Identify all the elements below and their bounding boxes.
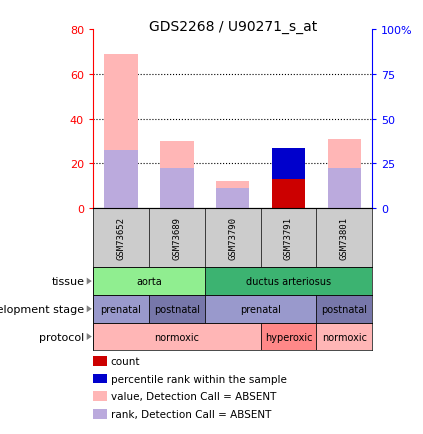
Bar <box>205 295 316 323</box>
Bar <box>93 323 261 351</box>
Text: GSM73689: GSM73689 <box>172 217 181 260</box>
Text: percentile rank within the sample: percentile rank within the sample <box>111 374 287 384</box>
Bar <box>216 181 250 208</box>
Text: prenatal: prenatal <box>240 304 281 314</box>
Bar <box>327 168 361 208</box>
Text: normoxic: normoxic <box>322 332 367 342</box>
Text: protocol: protocol <box>39 332 85 342</box>
Text: ductus arteriosus: ductus arteriosus <box>246 276 331 286</box>
Text: postnatal: postnatal <box>321 304 367 314</box>
Text: GSM73790: GSM73790 <box>228 217 237 260</box>
Bar <box>104 151 138 208</box>
Bar <box>205 268 372 295</box>
Bar <box>272 179 305 208</box>
Text: GSM73652: GSM73652 <box>116 217 126 260</box>
Text: rank, Detection Call = ABSENT: rank, Detection Call = ABSENT <box>111 409 271 419</box>
Text: value, Detection Call = ABSENT: value, Detection Call = ABSENT <box>111 391 276 401</box>
Bar <box>327 139 361 208</box>
Bar <box>149 295 205 323</box>
Text: hyperoxic: hyperoxic <box>265 332 312 342</box>
Bar <box>104 55 138 208</box>
Text: tissue: tissue <box>52 276 85 286</box>
Bar <box>160 168 194 208</box>
Bar <box>316 295 372 323</box>
Bar <box>272 148 305 179</box>
Text: count: count <box>111 356 140 366</box>
Text: GDS2268 / U90271_s_at: GDS2268 / U90271_s_at <box>148 20 317 33</box>
Text: prenatal: prenatal <box>101 304 141 314</box>
Bar <box>93 268 205 295</box>
Text: development stage: development stage <box>0 304 85 314</box>
Text: normoxic: normoxic <box>154 332 199 342</box>
Text: aorta: aorta <box>136 276 162 286</box>
Text: GSM73791: GSM73791 <box>284 217 293 260</box>
Bar <box>93 295 149 323</box>
Bar <box>160 141 194 208</box>
Bar <box>261 323 316 351</box>
Bar <box>316 323 372 351</box>
Text: GSM73801: GSM73801 <box>340 217 349 260</box>
Bar <box>216 188 250 208</box>
Text: postnatal: postnatal <box>154 304 200 314</box>
